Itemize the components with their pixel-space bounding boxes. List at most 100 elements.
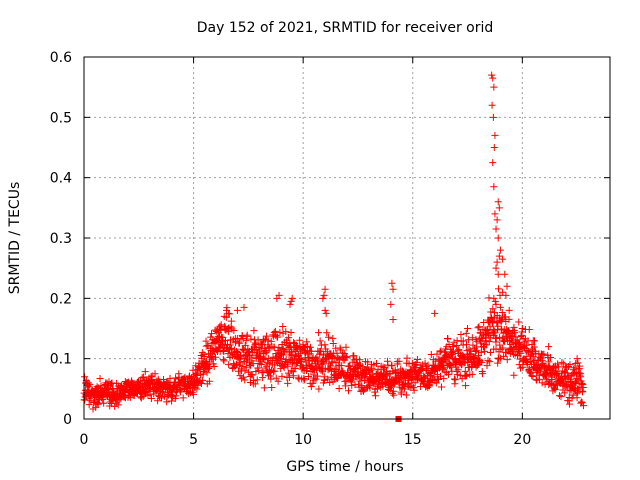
- data-point: [494, 359, 502, 367]
- data-point: [403, 354, 411, 362]
- data-point: [507, 331, 515, 339]
- data-point: [576, 371, 584, 379]
- data-point: [574, 388, 582, 396]
- data-point: [220, 312, 228, 320]
- y-axis-title: SRMTID / TECUs: [7, 182, 23, 295]
- data-point: [234, 348, 242, 356]
- data-point: [500, 352, 508, 360]
- data-point: [563, 369, 571, 377]
- data-point: [555, 392, 563, 400]
- data-point: [232, 348, 240, 356]
- data-point: [114, 401, 122, 409]
- data-point: [257, 361, 265, 369]
- data-point: [388, 362, 396, 370]
- data-point: [409, 375, 417, 383]
- data-point: [517, 349, 525, 357]
- data-point: [172, 392, 180, 400]
- data-point: [569, 391, 577, 399]
- data-point: [497, 354, 505, 362]
- data-point: [335, 385, 343, 393]
- data-point: [489, 74, 497, 82]
- data-point: [499, 255, 507, 263]
- data-point: [225, 309, 233, 317]
- data-point: [502, 291, 510, 299]
- data-point: [485, 338, 493, 346]
- data-point: [459, 337, 467, 345]
- x-tick-label: 15: [404, 432, 422, 448]
- data-point: [300, 375, 308, 383]
- data-point: [189, 390, 197, 398]
- data-point: [319, 294, 327, 302]
- data-point: [250, 376, 258, 384]
- data-point: [139, 373, 147, 381]
- data-point: [579, 383, 587, 391]
- data-point: [237, 353, 245, 361]
- data-point: [200, 352, 208, 360]
- data-point: [236, 339, 244, 347]
- data-point: [571, 368, 579, 376]
- data-point: [321, 306, 329, 314]
- data-point: [90, 398, 98, 406]
- data-point: [478, 370, 486, 378]
- data-point: [296, 342, 304, 350]
- data-point: [241, 341, 249, 349]
- data-point: [147, 373, 155, 381]
- data-point: [240, 303, 248, 311]
- data-point: [205, 364, 213, 372]
- data-point: [280, 351, 288, 359]
- data-point: [499, 344, 507, 352]
- data-point: [574, 385, 582, 393]
- data-point: [238, 375, 246, 383]
- data-point: [241, 367, 249, 375]
- data-point: [538, 357, 546, 365]
- data-point: [305, 373, 313, 381]
- data-point: [505, 315, 513, 323]
- data-point: [458, 375, 466, 383]
- data-point: [203, 369, 211, 377]
- data-point: [551, 386, 559, 394]
- data-point: [559, 386, 567, 394]
- data-point: [554, 360, 562, 368]
- data-point: [250, 327, 258, 335]
- data-point: [503, 282, 511, 290]
- data-point: [490, 83, 498, 91]
- data-point: [413, 356, 421, 364]
- data-point: [573, 394, 581, 402]
- data-point: [253, 376, 261, 384]
- data-point: [481, 347, 489, 355]
- data-point: [540, 350, 548, 358]
- data-point: [248, 354, 256, 362]
- data-point: [356, 375, 364, 383]
- data-point: [578, 379, 586, 387]
- data-point: [239, 362, 247, 370]
- data-point: [578, 399, 586, 407]
- y-tick-label: 0.3: [50, 231, 72, 247]
- data-point: [468, 370, 476, 378]
- data-point: [343, 353, 351, 361]
- data-point: [455, 347, 463, 355]
- data-point: [488, 71, 496, 79]
- data-point: [457, 331, 465, 339]
- data-point: [326, 378, 334, 386]
- data-point: [342, 343, 350, 351]
- data-point: [493, 258, 501, 266]
- data-point: [495, 285, 502, 293]
- data-point: [525, 325, 533, 333]
- data-point: [408, 359, 416, 367]
- x-tick-label: 20: [513, 432, 531, 448]
- y-tick-label: 0.1: [50, 352, 72, 368]
- data-point: [344, 387, 352, 395]
- data-point: [579, 388, 587, 396]
- data-point: [329, 340, 337, 348]
- data-point: [437, 347, 445, 355]
- data-point: [492, 334, 500, 342]
- data-point: [400, 385, 408, 393]
- data-point: [271, 367, 279, 375]
- data-point: [168, 397, 176, 405]
- data-point: [372, 359, 380, 367]
- data-point: [491, 131, 499, 139]
- data-point: [240, 346, 248, 354]
- data-point: [535, 375, 543, 383]
- data-point: [278, 372, 286, 380]
